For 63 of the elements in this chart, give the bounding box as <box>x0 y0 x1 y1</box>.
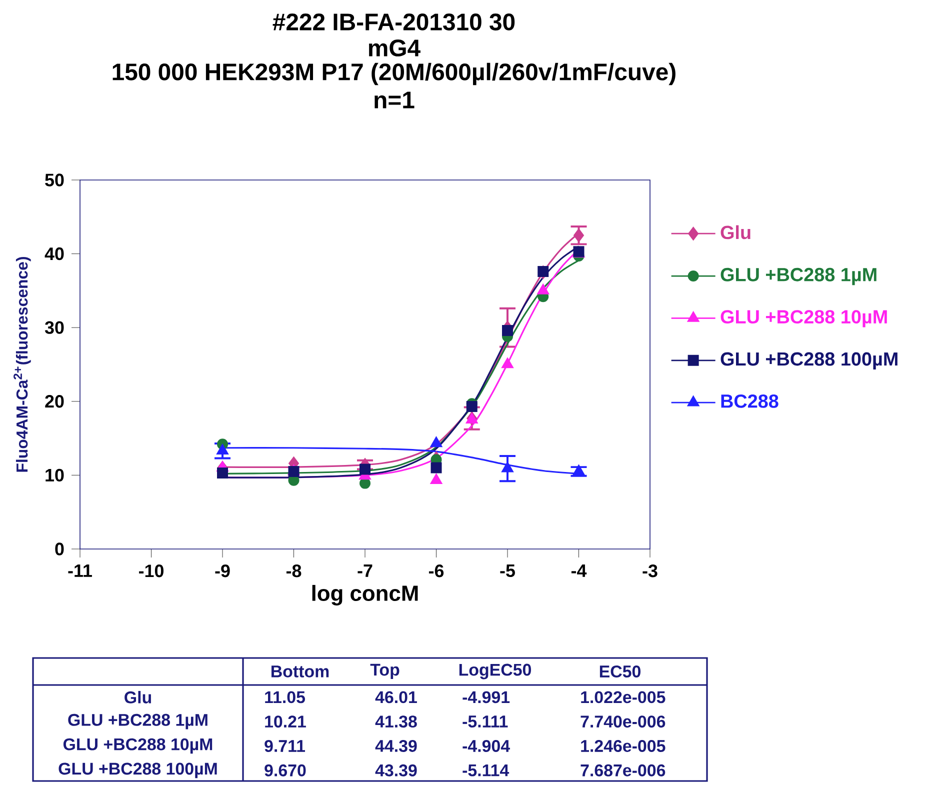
text: 9.670 <box>264 764 306 777</box>
point <box>466 401 478 412</box>
point <box>216 444 228 455</box>
x-tick-label: -11 <box>68 564 92 578</box>
point <box>430 462 442 474</box>
text: Glu <box>124 691 151 704</box>
legend-label: GLU +BC288 100µM <box>720 352 898 370</box>
y-tick-label: 0 <box>55 542 64 556</box>
text: -4.904 <box>462 740 510 752</box>
x-tick-label: -9 <box>215 564 230 578</box>
point <box>537 284 550 295</box>
text: 11.05 <box>265 691 306 704</box>
text: 7.687e-006 <box>580 764 666 777</box>
text: GLU +BC288 1µM <box>68 714 208 730</box>
x-tick-label: -4 <box>571 564 587 578</box>
text: -5.114 <box>462 764 510 776</box>
x-tick-label: -7 <box>358 564 372 578</box>
y-tick-label: 20 <box>45 395 64 408</box>
y-tick-label: 10 <box>46 468 64 482</box>
x-tick-label: -6 <box>428 564 444 578</box>
x-tick-label: -5 <box>500 564 515 578</box>
legend-label: GLU +BC288 1µM <box>720 268 876 286</box>
point <box>430 474 442 484</box>
text: Bottom <box>272 666 329 678</box>
y-tick-label: 30 <box>44 321 64 334</box>
point <box>502 325 513 336</box>
point <box>430 436 442 448</box>
point <box>360 464 371 475</box>
text: EC50 <box>600 666 640 678</box>
text: LogEC50 <box>459 664 532 680</box>
text: 9.711 <box>264 740 306 752</box>
chart-subtitle: mG4 <box>368 40 420 57</box>
text: -4.991 <box>462 691 510 704</box>
y-tick-label: 50 <box>45 174 64 186</box>
legend-label: BC288 <box>721 394 778 408</box>
legend-label: Glu <box>720 225 750 240</box>
point <box>538 266 549 278</box>
point <box>502 462 514 472</box>
text: 46.01 <box>375 691 417 704</box>
chart-title: #222 IB-FA-201310 30 <box>272 14 515 31</box>
point <box>572 464 585 476</box>
x-tick-label: -3 <box>642 564 658 578</box>
text: 41.38 <box>375 716 417 728</box>
text: 10.21 <box>265 716 306 728</box>
y-axis-title: Fluo4AM-Ca$^{2+}$(fluorescence) <box>14 257 31 472</box>
text: Top <box>370 664 400 680</box>
x-axis-title: log concM <box>312 585 418 606</box>
x-tick-label: -8 <box>286 564 302 578</box>
point <box>502 358 514 368</box>
text: 44.39 <box>375 740 417 752</box>
text: 43.39 <box>375 764 417 777</box>
text: -5.111 <box>462 716 508 728</box>
text: 1.022e-005 <box>581 691 666 704</box>
x-tick-label: -10 <box>138 564 164 578</box>
text: GLU +BC288 100µM <box>58 762 217 778</box>
text: 150 000 HEK293M P17 (20M/600µl/260v/1mF/cuve) <box>112 62 676 86</box>
y-tick-label: 40 <box>44 248 64 260</box>
text: n=1 <box>374 92 414 108</box>
text: 1.246e-005 <box>581 740 666 752</box>
text: GLU +BC288 10µM <box>63 738 212 754</box>
text: 7.740e-006 <box>580 716 666 728</box>
point <box>217 468 228 479</box>
legend-label: GLU +BC288 10µM <box>720 310 887 328</box>
